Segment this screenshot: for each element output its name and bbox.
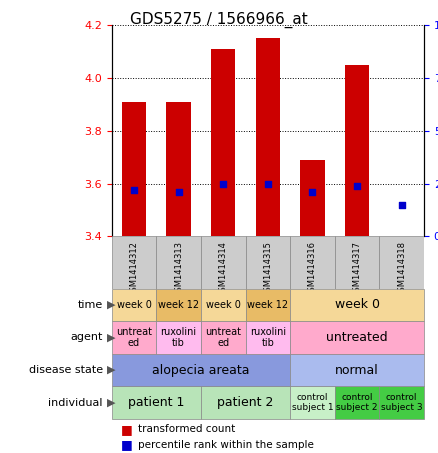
Text: week 12: week 12 bbox=[158, 300, 199, 310]
Bar bbox=[166, 101, 191, 236]
Point bbox=[131, 186, 138, 193]
Text: control
subject 3: control subject 3 bbox=[381, 393, 423, 412]
Text: percentile rank within the sample: percentile rank within the sample bbox=[138, 439, 314, 449]
Text: ruxolini
tib: ruxolini tib bbox=[250, 327, 286, 348]
Text: untreat
ed: untreat ed bbox=[205, 327, 241, 348]
Text: GSM1414317: GSM1414317 bbox=[353, 241, 361, 297]
Text: control
subject 2: control subject 2 bbox=[336, 393, 378, 412]
Text: time: time bbox=[78, 300, 103, 310]
Bar bbox=[246, 236, 290, 289]
Text: GSM1414313: GSM1414313 bbox=[174, 241, 183, 297]
Text: week 0: week 0 bbox=[206, 300, 240, 310]
Text: ▶: ▶ bbox=[107, 300, 116, 310]
Text: GSM1414312: GSM1414312 bbox=[130, 241, 138, 297]
Text: transformed count: transformed count bbox=[138, 424, 235, 434]
Text: normal: normal bbox=[335, 364, 379, 376]
Bar bbox=[112, 236, 156, 289]
Text: week 12: week 12 bbox=[247, 300, 288, 310]
Text: ▶: ▶ bbox=[107, 398, 116, 408]
Bar bbox=[379, 236, 424, 289]
Text: GSM1414314: GSM1414314 bbox=[219, 241, 228, 297]
Point bbox=[264, 180, 271, 187]
Text: patient 1: patient 1 bbox=[128, 396, 184, 409]
Bar bbox=[255, 38, 280, 236]
Bar bbox=[335, 236, 379, 289]
Text: ■: ■ bbox=[120, 423, 132, 436]
Text: alopecia areata: alopecia areata bbox=[152, 364, 250, 376]
Bar bbox=[211, 49, 236, 236]
Bar bbox=[156, 236, 201, 289]
Text: GSM1414316: GSM1414316 bbox=[308, 241, 317, 297]
Bar bbox=[290, 236, 335, 289]
Bar bbox=[201, 236, 246, 289]
Point bbox=[309, 188, 316, 196]
Text: untreat
ed: untreat ed bbox=[116, 327, 152, 348]
Text: individual: individual bbox=[49, 398, 103, 408]
Text: ruxolini
tib: ruxolini tib bbox=[161, 327, 197, 348]
Text: disease state: disease state bbox=[29, 365, 103, 375]
Point bbox=[353, 182, 360, 189]
Text: untreated: untreated bbox=[326, 331, 388, 344]
Bar bbox=[300, 160, 325, 236]
Bar bbox=[345, 65, 369, 236]
Text: agent: agent bbox=[71, 333, 103, 342]
Text: GDS5275 / 1566966_at: GDS5275 / 1566966_at bbox=[130, 11, 308, 28]
Point bbox=[220, 180, 227, 187]
Text: week 0: week 0 bbox=[335, 299, 380, 311]
Point bbox=[175, 188, 182, 196]
Point bbox=[398, 201, 405, 208]
Text: ▶: ▶ bbox=[107, 333, 116, 342]
Text: control
subject 1: control subject 1 bbox=[292, 393, 333, 412]
Text: ■: ■ bbox=[120, 438, 132, 451]
Text: patient 2: patient 2 bbox=[217, 396, 274, 409]
Text: week 0: week 0 bbox=[117, 300, 152, 310]
Text: GSM1414318: GSM1414318 bbox=[397, 241, 406, 297]
Text: GSM1414315: GSM1414315 bbox=[263, 241, 272, 297]
Text: ▶: ▶ bbox=[107, 365, 116, 375]
Bar bbox=[122, 101, 146, 236]
